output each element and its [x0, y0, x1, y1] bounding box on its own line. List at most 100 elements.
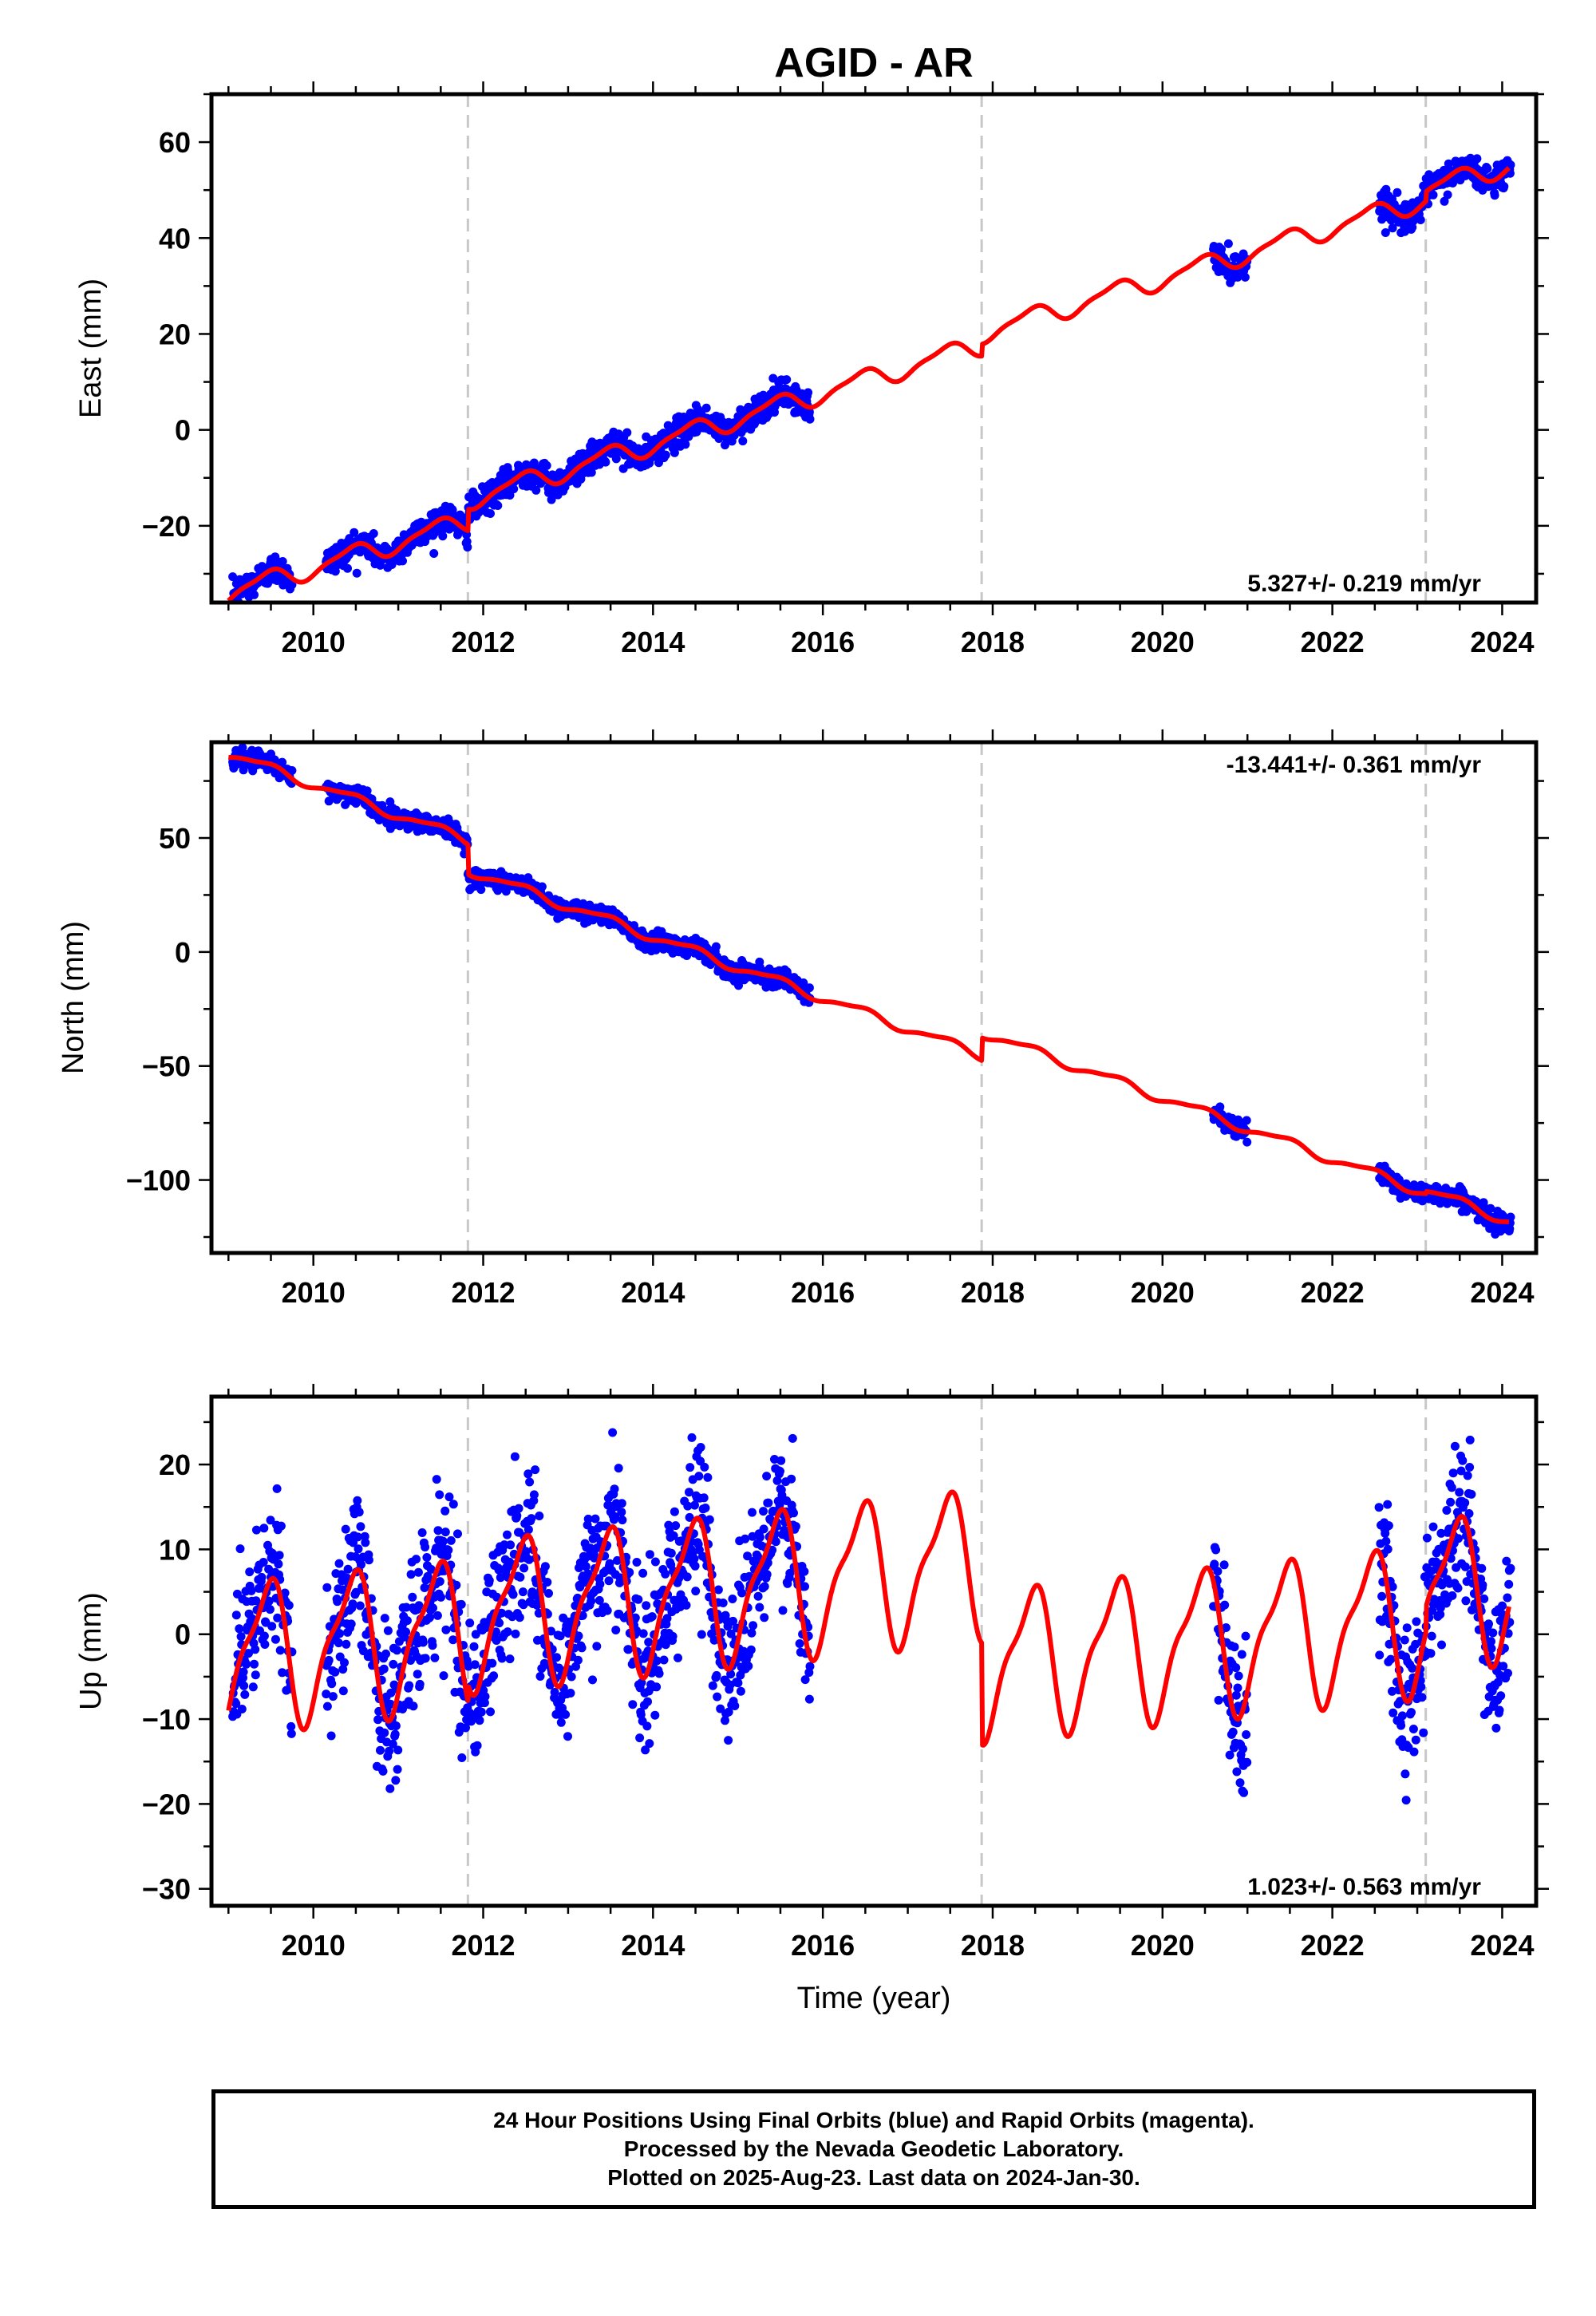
- north-data-point: [1215, 1102, 1225, 1112]
- east-data-point: [1440, 196, 1449, 206]
- up-data-point: [235, 1624, 244, 1634]
- east-data-point: [661, 450, 670, 460]
- up-data-point: [239, 1681, 249, 1690]
- up-data-point: [247, 1586, 256, 1595]
- east-data-point: [350, 528, 359, 537]
- east-data-point: [398, 556, 407, 566]
- up-data-point: [592, 1642, 602, 1651]
- up-data-point: [800, 1582, 809, 1591]
- up-data-point: [795, 1639, 804, 1648]
- up-data-point: [1503, 1593, 1512, 1603]
- footer-box: 24 Hour Positions Using Final Orbits (bl…: [211, 2089, 1536, 2209]
- up-data-point: [393, 1765, 402, 1774]
- up-data-point: [408, 1592, 417, 1602]
- up-data-point: [759, 1507, 768, 1516]
- up-data-point: [364, 1555, 373, 1565]
- east-data-point: [670, 448, 679, 457]
- up-data-point: [519, 1563, 529, 1573]
- up-data-point: [577, 1643, 587, 1653]
- up-data-point: [245, 1567, 255, 1577]
- up-data-point: [1402, 1623, 1412, 1633]
- north-x-tick-label: 2016: [791, 1276, 855, 1309]
- east-x-tick-label: 2024: [1470, 626, 1534, 658]
- up-data-point: [1238, 1745, 1247, 1753]
- east-data-point: [1388, 223, 1397, 233]
- up-data-point: [503, 1627, 512, 1637]
- up-data-point: [405, 1681, 414, 1690]
- up-data-point: [681, 1600, 691, 1610]
- up-data-point: [1383, 1544, 1393, 1554]
- up-data-point: [1467, 1489, 1476, 1499]
- up-data-point: [628, 1700, 638, 1709]
- up-x-tick-label: 2024: [1470, 1929, 1534, 1962]
- up-data-point: [433, 1611, 442, 1620]
- up-data-point: [484, 1575, 494, 1585]
- up-data-point: [326, 1731, 336, 1741]
- east-data-point: [587, 468, 596, 477]
- up-data-point: [661, 1569, 670, 1579]
- up-data-point: [563, 1732, 572, 1741]
- up-data-point: [334, 1638, 343, 1648]
- up-data-point: [361, 1538, 370, 1547]
- up-data-point: [748, 1508, 757, 1517]
- up-data-point: [696, 1443, 705, 1452]
- up-data-point: [511, 1629, 520, 1638]
- up-data-point: [330, 1667, 340, 1677]
- up-data-point: [417, 1528, 427, 1537]
- up-data-point: [465, 1618, 475, 1628]
- east-data-point: [681, 440, 690, 449]
- up-data-point: [805, 1662, 815, 1671]
- up-data-point: [610, 1484, 619, 1494]
- up-data-point: [671, 1521, 681, 1531]
- up-data-point: [531, 1465, 540, 1475]
- up-data-point: [604, 1576, 614, 1586]
- up-data-point: [1231, 1663, 1241, 1673]
- up-data-point: [1458, 1456, 1468, 1465]
- up-data-point: [380, 1728, 389, 1737]
- up-data-point: [390, 1729, 400, 1739]
- up-data-point: [1214, 1695, 1223, 1705]
- up-data-point: [1503, 1669, 1512, 1678]
- up-data-point: [421, 1654, 430, 1663]
- up-data-point: [682, 1572, 692, 1582]
- up-data-point: [446, 1535, 456, 1545]
- up-data-point: [1377, 1591, 1387, 1601]
- east-data-point: [1499, 182, 1509, 192]
- up-data-point: [566, 1689, 575, 1697]
- up-data-point: [456, 1599, 466, 1609]
- east-x-tick-label: 2014: [621, 626, 685, 658]
- east-data-point: [1506, 160, 1515, 170]
- up-data-point: [741, 1534, 750, 1543]
- east-x-tick-label: 2018: [961, 626, 1025, 658]
- figure-title: AGID - AR: [774, 40, 973, 86]
- up-data-point: [1219, 1560, 1229, 1570]
- north-data-point: [711, 942, 721, 951]
- north-rate-label: -13.441+/- 0.361 mm/yr: [1227, 752, 1482, 778]
- east-data-points: [228, 153, 1515, 603]
- east-data-point: [1428, 190, 1438, 200]
- up-data-point: [393, 1646, 401, 1655]
- up-data-point: [764, 1498, 773, 1508]
- up-data-point: [1233, 1683, 1242, 1693]
- east-y-axis-label: East (mm): [74, 279, 108, 418]
- up-data-point: [421, 1543, 430, 1551]
- up-data-point: [759, 1524, 768, 1534]
- up-data-point: [1383, 1500, 1393, 1509]
- up-data-point: [486, 1707, 495, 1717]
- up-data-point: [439, 1671, 448, 1681]
- up-data-point: [433, 1526, 443, 1535]
- north-data-point: [651, 945, 661, 954]
- up-data-point: [1460, 1498, 1470, 1508]
- north-x-tick-label: 2010: [282, 1276, 346, 1309]
- up-data-point: [409, 1701, 418, 1711]
- up-data-point: [333, 1597, 342, 1607]
- up-data-point: [251, 1645, 260, 1654]
- up-y-tick-label: 0: [175, 1618, 191, 1651]
- up-data-point: [659, 1655, 669, 1665]
- up-data-point: [736, 1686, 745, 1696]
- up-data-point: [712, 1670, 721, 1680]
- up-data-point: [1386, 1654, 1396, 1664]
- up-data-point: [273, 1613, 282, 1622]
- up-data-point: [354, 1508, 364, 1517]
- north-data-point: [537, 882, 547, 891]
